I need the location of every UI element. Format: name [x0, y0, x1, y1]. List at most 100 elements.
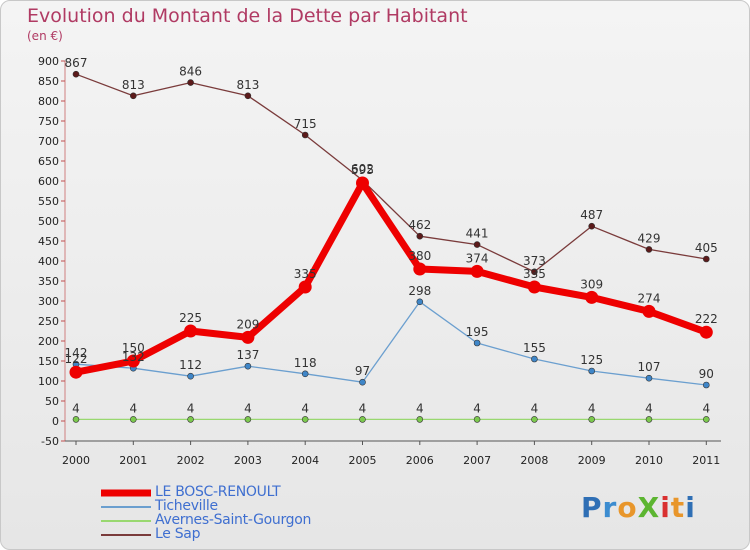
data-label: 309 [580, 277, 603, 291]
data-point [531, 416, 538, 423]
data-label: 222 [695, 312, 718, 326]
data-label: 4 [72, 401, 80, 415]
data-point [298, 280, 312, 294]
data-point [301, 131, 309, 139]
legend-label: Avernes-Saint-Gourgon [155, 512, 312, 528]
logo-letter: i [660, 491, 671, 524]
data-label: 813 [122, 78, 145, 92]
y-tick-label: 850 [38, 75, 59, 88]
series-line [75, 301, 707, 386]
y-tick-label: 700 [38, 135, 59, 148]
chart-title: Evolution du Montant de la Dette par Hab… [27, 5, 468, 27]
data-point [585, 290, 599, 304]
series-line [72, 179, 710, 376]
data-label: 4 [129, 401, 137, 415]
data-label: 374 [466, 251, 489, 265]
legend-swatch [101, 520, 151, 522]
logo-letter: o [617, 491, 638, 524]
data-label: 122 [65, 352, 88, 366]
x-tick-label: 2004 [291, 454, 319, 467]
data-point [588, 416, 596, 423]
data-point [473, 416, 481, 423]
data-point [72, 70, 80, 78]
legend-item: Ticheville [101, 498, 361, 514]
y-tick-label: 300 [38, 295, 59, 308]
data-point [72, 416, 80, 423]
data-label: 97 [355, 364, 370, 378]
data-label: 4 [244, 401, 252, 415]
data-label: 142 [65, 346, 88, 360]
data-point [413, 262, 427, 276]
data-label: 715 [294, 117, 317, 131]
y-tick-label: 800 [38, 95, 59, 108]
data-label: 602 [351, 162, 374, 176]
x-tick-label: 2005 [349, 454, 377, 467]
proxiti-logo: ProXiti [581, 491, 696, 524]
data-label: 298 [408, 284, 431, 298]
y-tick-label: 150 [38, 355, 59, 368]
data-label: 118 [294, 356, 317, 370]
data-point [301, 416, 309, 423]
data-point [416, 232, 424, 240]
data-label: 867 [65, 56, 88, 70]
data-label: 441 [466, 227, 489, 241]
data-label: 195 [466, 325, 489, 339]
y-tick-label: 100 [38, 375, 59, 388]
data-point [473, 241, 481, 248]
data-label: 132 [122, 350, 145, 364]
x-tick-label: 2007 [463, 454, 491, 467]
legend-swatch [101, 506, 151, 508]
data-point [359, 378, 366, 386]
data-label: 335 [294, 267, 317, 281]
y-tick-label: 350 [38, 275, 59, 288]
x-tick-label: 2000 [62, 454, 90, 467]
legend-label: LE BOSC-RENOULT [155, 484, 281, 500]
data-label: 125 [580, 353, 603, 367]
data-label: 112 [179, 358, 202, 372]
y-tick-label: 50 [45, 395, 59, 408]
data-label: 155 [523, 341, 546, 355]
data-point [356, 176, 369, 190]
x-tick-label: 2003 [234, 454, 262, 467]
x-tick-label: 2009 [578, 454, 606, 467]
data-point [130, 92, 137, 100]
data-point [470, 264, 484, 278]
data-point [187, 416, 194, 423]
x-tick-label: 2001 [119, 454, 147, 467]
x-tick-label: 2008 [520, 454, 548, 467]
legend-swatch [101, 534, 151, 536]
legend-swatch [101, 489, 151, 497]
data-label: 4 [301, 401, 309, 415]
data-label: 137 [236, 348, 259, 362]
y-tick-label: 250 [38, 315, 59, 328]
data-label: 274 [638, 291, 661, 305]
data-label: 429 [638, 231, 661, 245]
data-point [244, 362, 252, 370]
data-label: 209 [236, 317, 259, 331]
y-tick-label: 600 [38, 175, 59, 188]
data-label: 150 [122, 341, 145, 355]
data-label: 813 [236, 78, 259, 92]
data-label: 90 [699, 367, 714, 381]
y-tick-label: 650 [38, 155, 59, 168]
x-tick-label: 2006 [406, 454, 434, 467]
x-tick-label: 2002 [177, 454, 205, 467]
y-tick-label: 450 [38, 235, 59, 248]
x-tick-label: 2010 [635, 454, 663, 467]
data-point [645, 416, 653, 423]
data-label: 4 [645, 401, 653, 415]
legend-item: Avernes-Saint-Gourgon [101, 512, 361, 528]
data-label: 4 [588, 401, 596, 415]
y-tick-label: 550 [38, 195, 59, 208]
logo-letter: P [581, 491, 603, 524]
y-tick-label: -50 [41, 435, 59, 448]
chart-subtitle: (en €) [27, 29, 63, 43]
data-point [527, 280, 541, 294]
legend: LE BOSC-RENOULT Ticheville Avernes-Saint-G… [101, 484, 361, 542]
data-label: 4 [416, 401, 424, 415]
y-tick-label: 400 [38, 255, 59, 268]
data-point [184, 324, 198, 338]
data-label: 107 [638, 360, 661, 374]
